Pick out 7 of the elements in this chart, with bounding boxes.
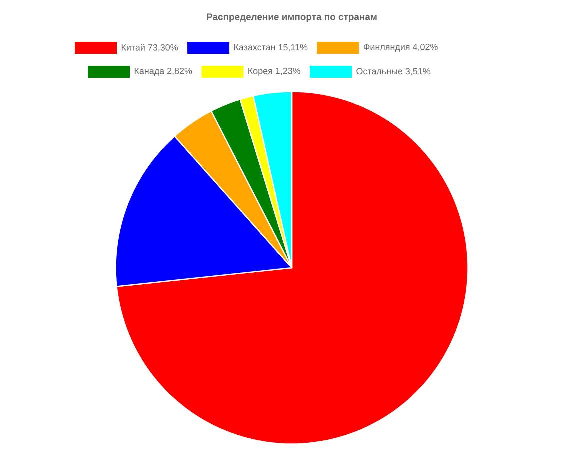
legend-label: Казахстан 15,11% (234, 44, 308, 52)
legend-label: Канада 2,82% (134, 68, 192, 76)
chart-title: Распределение импорта по странам (207, 14, 377, 22)
legend-label: Финляндия 4,02% (364, 44, 438, 52)
legend-label: Китай 73,30% (122, 44, 178, 52)
legend-label: Корея 1,23% (248, 68, 301, 76)
legend-label: Остальные 3,51% (356, 68, 431, 76)
